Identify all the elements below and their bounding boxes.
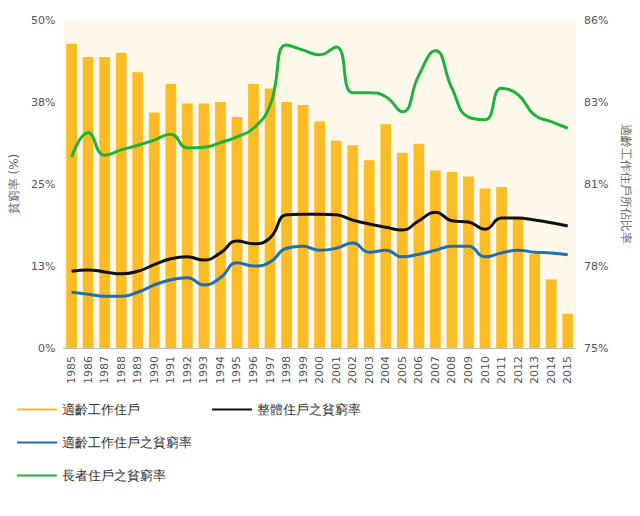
svg-text:1996: 1996 (247, 356, 260, 384)
svg-text:1993: 1993 (197, 356, 210, 384)
svg-text:1988: 1988 (115, 356, 128, 384)
svg-text:2010: 2010 (479, 356, 492, 384)
svg-text:2007: 2007 (429, 356, 442, 384)
svg-text:2003: 2003 (363, 356, 376, 384)
svg-text:2015: 2015 (561, 356, 574, 384)
svg-text:2004: 2004 (379, 356, 392, 384)
svg-text:13%: 13% (31, 260, 55, 273)
svg-text:2011: 2011 (495, 356, 508, 384)
svg-text:86%: 86% (584, 14, 608, 27)
svg-text:1990: 1990 (148, 356, 161, 384)
svg-text:81%: 81% (584, 178, 608, 191)
svg-text:1994: 1994 (214, 356, 227, 384)
svg-text:1995: 1995 (230, 356, 243, 384)
svg-text:1986: 1986 (82, 356, 95, 384)
svg-text:2012: 2012 (512, 356, 525, 384)
svg-text:適齡工作住戶: 適齡工作住戶 (62, 402, 140, 417)
svg-text:2005: 2005 (396, 356, 409, 384)
svg-text:2001: 2001 (330, 356, 343, 384)
svg-text:2002: 2002 (346, 356, 359, 384)
svg-text:78%: 78% (584, 260, 608, 273)
svg-text:2006: 2006 (412, 356, 425, 384)
svg-text:1998: 1998 (280, 356, 293, 384)
svg-text:2009: 2009 (462, 356, 475, 384)
svg-text:38%: 38% (31, 96, 55, 109)
svg-text:1987: 1987 (98, 356, 111, 384)
svg-text:1999: 1999 (297, 356, 310, 384)
svg-text:1989: 1989 (131, 356, 144, 384)
svg-text:長者住戶之貧窮率: 長者住戶之貧窮率 (62, 468, 166, 483)
svg-text:1985: 1985 (65, 356, 78, 384)
svg-text:1997: 1997 (264, 356, 277, 384)
svg-text:2014: 2014 (545, 356, 558, 384)
svg-text:83%: 83% (584, 96, 608, 109)
svg-text:25%: 25% (31, 178, 55, 191)
svg-text:0%: 0% (38, 342, 55, 355)
svg-text:2000: 2000 (313, 356, 326, 384)
svg-text:2008: 2008 (445, 356, 458, 384)
svg-text:貧窮率 (%): 貧窮率 (%) (7, 154, 21, 215)
svg-text:50%: 50% (31, 14, 55, 27)
svg-text:1992: 1992 (181, 356, 194, 384)
svg-text:適齡工作住戶所佔比率: 適齡工作住戶所佔比率 (619, 124, 633, 244)
svg-text:適齡工作住戶之貧窮率: 適齡工作住戶之貧窮率 (62, 435, 192, 450)
svg-text:1991: 1991 (164, 356, 177, 384)
svg-text:2013: 2013 (528, 356, 541, 384)
svg-text:整體住戶之貧窮率: 整體住戶之貧窮率 (257, 402, 361, 417)
svg-text:75%: 75% (584, 342, 608, 355)
